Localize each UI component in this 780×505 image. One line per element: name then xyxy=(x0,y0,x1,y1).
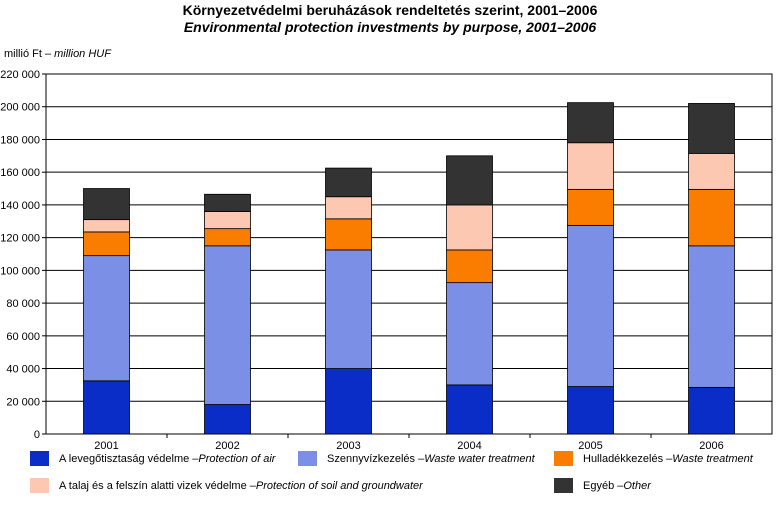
bar-segment xyxy=(204,193,251,212)
bar-segment xyxy=(446,249,493,284)
x-tick-label: 2001 xyxy=(94,440,118,452)
bar-segment xyxy=(325,249,372,369)
y-tick-label: 200 000 xyxy=(0,102,40,114)
bar-segment xyxy=(204,211,251,230)
bar-segment xyxy=(688,245,735,388)
x-tick-label: 2002 xyxy=(215,440,239,452)
bar-segment xyxy=(567,386,614,435)
plot-area-frame xyxy=(45,73,773,435)
bar-segment xyxy=(83,255,130,382)
bar-segment xyxy=(325,218,372,251)
bar-segment xyxy=(688,188,735,247)
bar-segment xyxy=(567,102,614,144)
y-tick-label: 160 000 xyxy=(0,167,40,179)
bar-segment xyxy=(83,219,130,233)
y-tick-label: 220 000 xyxy=(0,69,40,81)
bar-segment xyxy=(204,404,251,435)
y-axis-unit-label: millió Ft – million HUF xyxy=(4,48,111,60)
y-tick-label: 60 000 xyxy=(6,331,40,343)
bar-segment xyxy=(204,228,251,247)
y-tick-label: 120 000 xyxy=(0,233,40,245)
x-tick-label: 2004 xyxy=(457,440,481,452)
y-tick-label: 0 xyxy=(34,429,40,441)
y-axis-unit-hungarian: millió Ft – xyxy=(4,48,55,60)
y-axis-unit-english: million HUF xyxy=(54,48,111,60)
bar-segment xyxy=(83,231,130,257)
chart-title-english: Environmental protection investments by … xyxy=(183,19,597,35)
bar-segment xyxy=(567,224,614,387)
bar-segment xyxy=(446,282,493,386)
bar-segment xyxy=(446,384,493,435)
y-tick-label: 140 000 xyxy=(0,200,40,212)
bar-segment xyxy=(83,380,130,435)
y-tick-label: 80 000 xyxy=(6,298,40,310)
y-tick-label: 100 000 xyxy=(0,265,40,277)
bar-segment xyxy=(325,196,372,220)
bar-segment xyxy=(688,152,735,190)
y-tick-label: 40 000 xyxy=(6,364,40,376)
x-tick-label: 2006 xyxy=(699,440,723,452)
x-tick-label: 2003 xyxy=(336,440,360,452)
bar-segment xyxy=(688,386,735,435)
chart-title-hungarian: Környezetvédelmi beruházások rendeltetés… xyxy=(182,2,598,18)
bar-segment xyxy=(446,204,493,251)
bar-segment xyxy=(446,155,493,206)
y-tick-label: 20 000 xyxy=(6,396,40,408)
bar-segment xyxy=(325,167,372,198)
chart-titles: Környezetvédelmi beruházások rendeltetés… xyxy=(0,2,780,36)
x-tick-label: 2005 xyxy=(578,440,602,452)
bar-segment xyxy=(325,368,372,435)
bar-segment xyxy=(204,245,251,405)
bar-segment xyxy=(83,188,130,221)
bar-segment xyxy=(567,188,614,226)
bar-segment xyxy=(567,142,614,190)
bar-segment xyxy=(688,103,735,154)
y-tick-label: 180 000 xyxy=(0,134,40,146)
